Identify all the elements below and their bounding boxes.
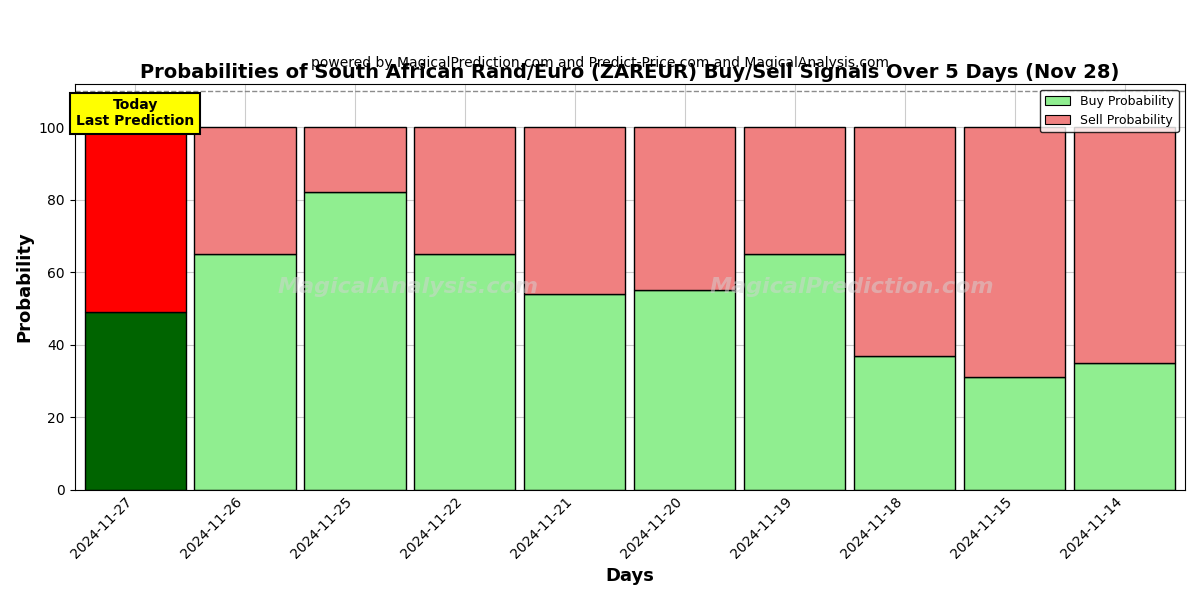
Bar bbox=[414, 127, 516, 254]
Bar bbox=[1074, 363, 1175, 490]
Bar bbox=[305, 193, 406, 490]
Bar bbox=[194, 127, 295, 254]
X-axis label: Days: Days bbox=[605, 567, 654, 585]
Bar bbox=[635, 290, 736, 490]
Text: MagicalAnalysis.com: MagicalAnalysis.com bbox=[277, 277, 539, 297]
Bar bbox=[964, 377, 1066, 490]
Bar bbox=[524, 294, 625, 490]
Bar bbox=[524, 127, 625, 294]
Title: Probabilities of South African Rand/Euro (ZAREUR) Buy/Sell Signals Over 5 Days (: Probabilities of South African Rand/Euro… bbox=[140, 63, 1120, 82]
Bar bbox=[194, 254, 295, 490]
Bar bbox=[1074, 127, 1175, 363]
Y-axis label: Probability: Probability bbox=[16, 232, 34, 342]
Bar bbox=[744, 254, 845, 490]
Text: powered by MagicalPrediction.com and Predict-Price.com and MagicalAnalysis.com: powered by MagicalPrediction.com and Pre… bbox=[311, 56, 889, 70]
Bar bbox=[854, 127, 955, 356]
Bar bbox=[305, 127, 406, 193]
Bar bbox=[964, 127, 1066, 377]
Bar bbox=[635, 127, 736, 290]
Bar bbox=[744, 127, 845, 254]
Bar bbox=[854, 356, 955, 490]
Bar bbox=[84, 312, 186, 490]
Text: MagicalPrediction.com: MagicalPrediction.com bbox=[709, 277, 994, 297]
Text: Today
Last Prediction: Today Last Prediction bbox=[76, 98, 194, 128]
Bar bbox=[414, 254, 516, 490]
Legend: Buy Probability, Sell Probability: Buy Probability, Sell Probability bbox=[1040, 90, 1178, 132]
Bar bbox=[84, 127, 186, 312]
